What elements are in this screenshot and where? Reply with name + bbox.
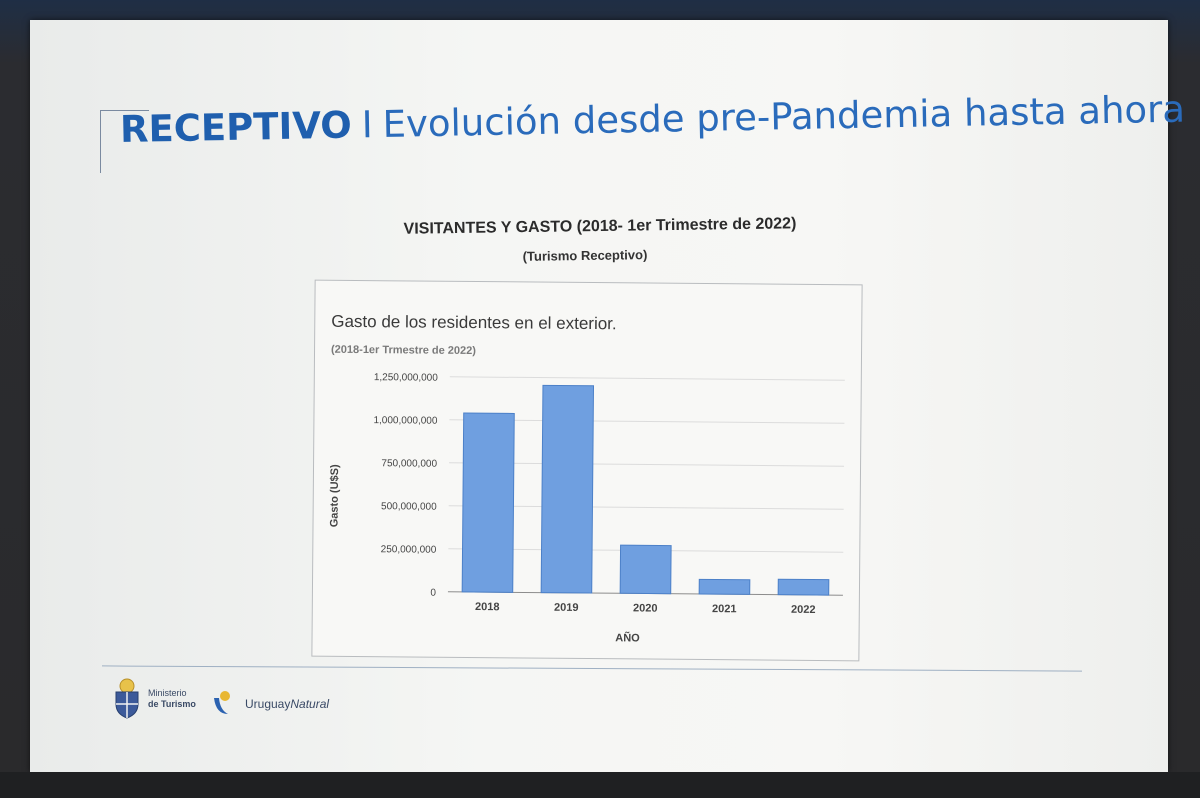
chart-subtitle: (2018-1er Trmestre de 2022) xyxy=(331,344,476,357)
bar-2020 xyxy=(619,544,672,595)
bars xyxy=(461,384,830,596)
bottom-bezel xyxy=(0,772,1200,798)
brand-part-a: Uruguay xyxy=(245,697,291,711)
coat-of-arms-icon xyxy=(115,678,139,719)
bar-2021 xyxy=(698,578,751,595)
y-tick-labels: 0 250,000,000 500,000,000 750,000,000 1,000,… xyxy=(373,372,438,599)
slide-title-strong: RECEPTIVO xyxy=(119,103,353,151)
y-tick-label: 250,000,000 xyxy=(381,544,437,555)
x-tick-label: 2022 xyxy=(791,604,816,616)
bar-2019 xyxy=(540,384,595,594)
x-tick-labels: 2018 2019 2020 2021 2022 xyxy=(475,601,816,616)
ministry-line-1: Ministerio xyxy=(148,688,187,698)
y-tick-label: 0 xyxy=(430,588,436,599)
bar-2022 xyxy=(777,578,830,596)
x-tick-label: 2021 xyxy=(712,603,737,615)
uruguay-natural-logo-icon xyxy=(214,691,230,714)
chart-title: Gasto de los residentes en el exterior. xyxy=(331,312,617,333)
corner-decoration xyxy=(100,110,149,173)
x-tick-label: 2019 xyxy=(554,602,579,614)
y-tick-label: 750,000,000 xyxy=(381,458,437,469)
footer-divider xyxy=(102,665,1082,672)
uruguay-natural-label: UruguayNatural xyxy=(245,697,329,711)
y-axis-label: Gasto (U$S) xyxy=(328,464,341,527)
y-tick-label: 1,250,000,000 xyxy=(374,372,438,384)
y-tick-label: 500,000,000 xyxy=(381,501,437,512)
bar-2018 xyxy=(461,412,515,593)
chart-heading: VISITANTES Y GASTO (2018- 1er Trimestre … xyxy=(403,215,797,238)
y-tick-label: 1,000,000,000 xyxy=(373,415,437,427)
slide-title: RECEPTIVO I Evolución desde pre-Pandemia h… xyxy=(119,88,1186,151)
x-axis-label: AÑO xyxy=(615,631,640,644)
gridline xyxy=(448,505,844,510)
ministry-label: Ministerio de Turismo xyxy=(148,688,196,710)
chart-panel: Gasto de los residentes en el exterior. … xyxy=(311,279,863,662)
ministry-line-2: de Turismo xyxy=(148,699,196,709)
gridline xyxy=(449,376,845,381)
x-tick-label: 2020 xyxy=(633,602,658,614)
slide-title-separator: I xyxy=(361,103,374,147)
chart-subheading: (Turismo Receptivo) xyxy=(522,247,648,264)
footer-logos: Ministerio de Turismo UruguayNatural xyxy=(110,674,410,724)
x-tick-label: 2018 xyxy=(475,601,500,613)
brand-part-b: Natural xyxy=(290,697,330,711)
presentation-slide: RECEPTIVO I Evolución desde pre-Pandemia h… xyxy=(30,20,1186,772)
bar-chart: Gasto de los residentes en el exterior. … xyxy=(328,312,845,644)
slide-title-rest: Evolución desde pre-Pandemia hasta ahora xyxy=(382,87,1186,146)
gridline xyxy=(449,419,845,424)
gridline xyxy=(449,462,845,467)
